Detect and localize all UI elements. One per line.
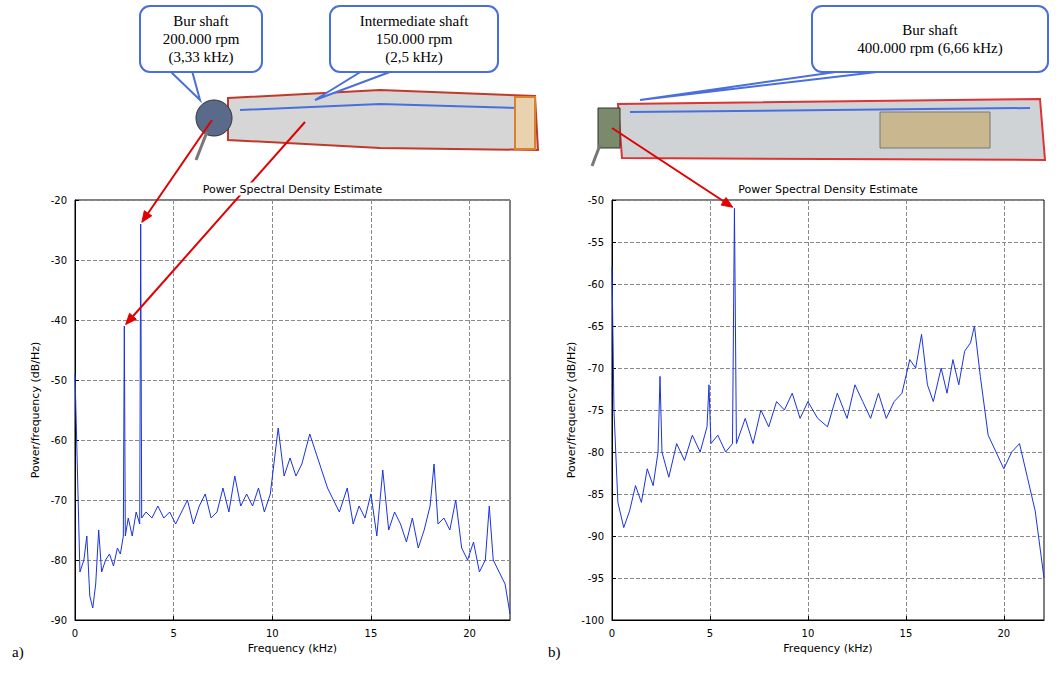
svg-text:(2,5 kHz): (2,5 kHz) [385, 49, 442, 66]
svg-text:a): a) [12, 644, 24, 661]
svg-text:-30: -30 [51, 255, 67, 266]
svg-text:-70: -70 [51, 495, 67, 506]
svg-text:10: 10 [802, 628, 815, 639]
svg-text:-60: -60 [588, 279, 604, 290]
svg-text:200.000 rpm: 200.000 rpm [163, 31, 240, 47]
svg-text:-75: -75 [588, 405, 604, 416]
svg-text:-50: -50 [51, 375, 67, 386]
svg-text:0: 0 [609, 628, 615, 639]
svg-text:400.000 rpm (6,66 kHz): 400.000 rpm (6,66 kHz) [857, 40, 1002, 57]
svg-text:150.000 rpm: 150.000 rpm [376, 31, 453, 47]
svg-text:-90: -90 [588, 531, 604, 542]
svg-text:20: 20 [997, 628, 1010, 639]
svg-text:b): b) [548, 644, 561, 661]
svg-text:5: 5 [170, 628, 176, 639]
svg-text:-20: -20 [51, 195, 67, 206]
svg-text:-65: -65 [588, 321, 604, 332]
svg-text:20: 20 [463, 628, 476, 639]
svg-text:Power/frequency (dB/Hz): Power/frequency (dB/Hz) [565, 342, 578, 479]
svg-text:-50: -50 [588, 195, 604, 206]
svg-text:15: 15 [365, 628, 378, 639]
svg-text:Power/frequency (dB/Hz): Power/frequency (dB/Hz) [29, 342, 42, 479]
svg-text:Bur shaft: Bur shaft [173, 13, 229, 29]
svg-text:-90: -90 [51, 615, 67, 626]
svg-text:(3,33 kHz): (3,33 kHz) [169, 49, 234, 66]
svg-text:-80: -80 [588, 447, 604, 458]
svg-text:Intermediate shaft: Intermediate shaft [360, 13, 470, 29]
svg-text:Frequency (kHz): Frequency (kHz) [783, 642, 872, 655]
svg-text:10: 10 [266, 628, 279, 639]
svg-text:-60: -60 [51, 435, 67, 446]
svg-text:5: 5 [707, 628, 713, 639]
svg-text:Power Spectral Density Estimat: Power Spectral Density Estimate [738, 183, 918, 196]
svg-text:-95: -95 [588, 573, 604, 584]
svg-text:Bur shaft: Bur shaft [902, 22, 958, 38]
svg-text:Power Spectral Density Estimat: Power Spectral Density Estimate [203, 183, 383, 196]
svg-text:15: 15 [900, 628, 913, 639]
svg-text:0: 0 [72, 628, 78, 639]
svg-text:-70: -70 [588, 363, 604, 374]
svg-text:-100: -100 [581, 615, 604, 626]
svg-text:-85: -85 [588, 489, 604, 500]
svg-text:-80: -80 [51, 555, 67, 566]
svg-text:Frequency (kHz): Frequency (kHz) [248, 642, 337, 655]
svg-text:-40: -40 [51, 315, 67, 326]
svg-text:-55: -55 [588, 237, 604, 248]
